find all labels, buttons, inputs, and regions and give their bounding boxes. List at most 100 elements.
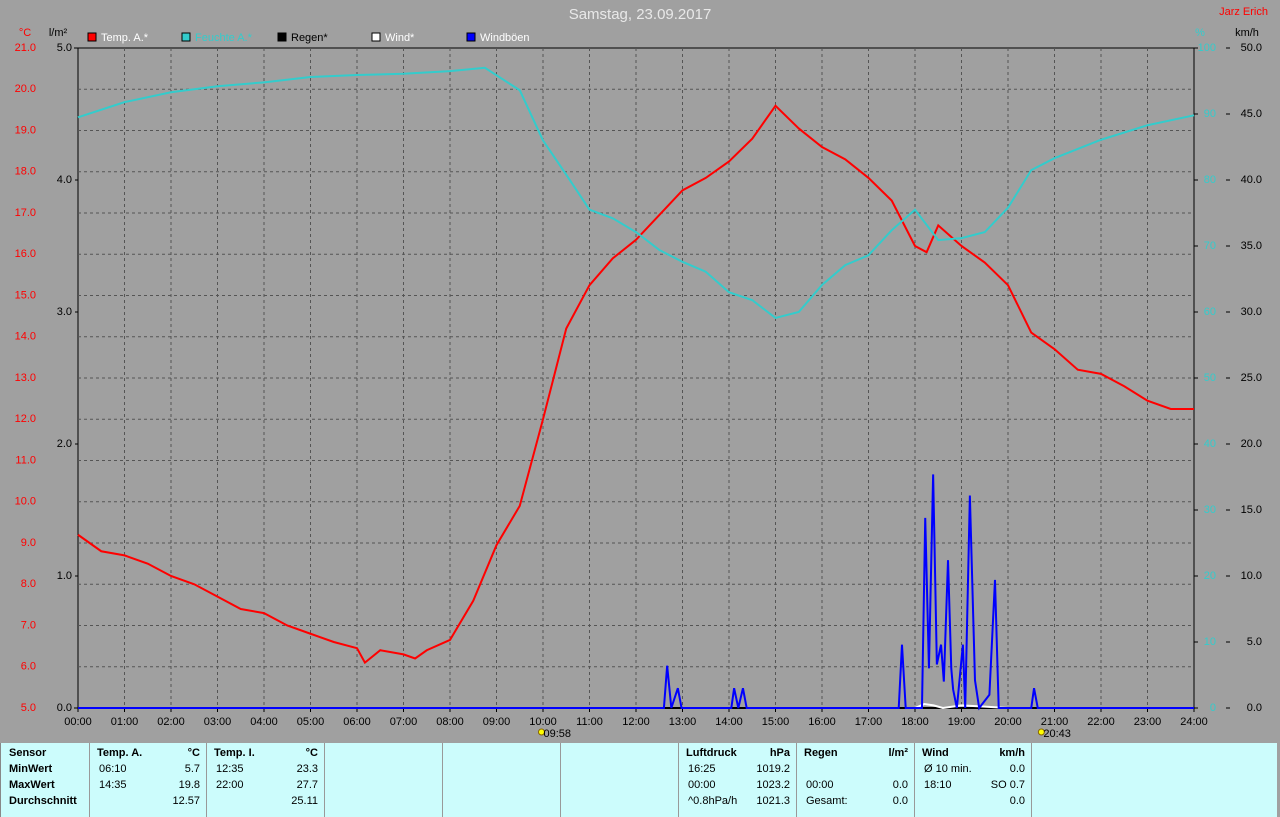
group-unit: hPa — [769, 747, 790, 759]
y3-tick-label: 40.0 — [1241, 174, 1262, 186]
x-tick-label: 13:00 — [669, 716, 697, 728]
column-divider — [914, 743, 915, 817]
legend-label: Windböen — [480, 32, 530, 44]
group-title: Temp. I. — [214, 747, 255, 759]
y2-tick-label: 50 — [1204, 372, 1216, 384]
series-line — [78, 474, 1194, 711]
y3-tick-label: 30.0 — [1241, 306, 1262, 318]
cell: 14:35 — [99, 779, 127, 791]
legend-label: Wind* — [385, 32, 415, 44]
x-tick-label: 12:00 — [622, 716, 650, 728]
y-tick-label: 16.0 — [15, 248, 36, 260]
cell: Gesamt: — [806, 795, 848, 807]
y-rain-tick-label: 5.0 — [57, 42, 72, 54]
x-tick-label: 20:00 — [994, 716, 1022, 728]
x-tick-label: 10:00 — [529, 716, 557, 728]
x-tick-label: 06:00 — [343, 716, 371, 728]
x-tick-label: 03:00 — [204, 716, 232, 728]
cell: 06:10 — [99, 763, 127, 775]
y-tick-label: 12.0 — [15, 413, 36, 425]
x-tick-label: 09:00 — [483, 716, 511, 728]
row-label: Durchschnitt — [9, 795, 77, 807]
y2-tick-label: 0 — [1210, 702, 1216, 714]
cell-value: 27.7 — [296, 779, 318, 791]
legend-swatch — [181, 32, 191, 42]
column-divider — [796, 743, 797, 817]
y2-tick-label: 20 — [1204, 570, 1216, 582]
group-unit: °C — [305, 747, 318, 759]
y2-tick-label: 90 — [1204, 108, 1216, 120]
legend-swatch — [371, 32, 381, 42]
group-title: Temp. A. — [97, 747, 143, 759]
y-tick-label: 9.0 — [21, 537, 36, 549]
legend-label: Feuchte A.* — [195, 32, 253, 44]
x-tick-label: 23:00 — [1134, 716, 1162, 728]
x-tick-label: 14:00 — [715, 716, 743, 728]
group-unit: l/m² — [888, 747, 908, 759]
y-tick-label: 21.0 — [15, 42, 36, 54]
x-tick-label: 16:00 — [808, 716, 836, 728]
legend-swatch — [87, 32, 97, 42]
column-divider — [1031, 743, 1032, 817]
group-title: Regen — [804, 747, 838, 759]
group-unit: °C — [187, 747, 200, 759]
y3-tick-label: 25.0 — [1241, 372, 1262, 384]
y-tick-label: 7.0 — [21, 619, 36, 631]
x-tick-label: 11:00 — [576, 716, 603, 728]
y-rain-tick-label: 1.0 — [57, 570, 72, 582]
x-tick-label: 07:00 — [390, 716, 418, 728]
x-tick-label: 04:00 — [250, 716, 278, 728]
y2-tick-label: 40 — [1204, 438, 1216, 450]
sun-label: 09:58 — [543, 728, 571, 740]
y-tick-label: 19.0 — [15, 124, 36, 136]
chart-title: Samstag, 23.09.2017 — [569, 6, 712, 23]
series-line — [77, 104, 1194, 665]
column-divider — [206, 743, 207, 817]
y-tick-label: 15.0 — [15, 289, 36, 301]
cell: 00:00 — [806, 779, 834, 791]
y3-tick-label: 5.0 — [1247, 636, 1262, 648]
y2-tick-label: 60 — [1204, 306, 1216, 318]
x-tick-label: 01:00 — [111, 716, 139, 728]
axis-unit: km/h — [1235, 27, 1259, 39]
x-tick-label: 22:00 — [1087, 716, 1115, 728]
y-rain-tick-label: 3.0 — [57, 306, 72, 318]
stats-table: Sensor MinWert MaxWert Durchschnitt Temp. A.… — [0, 743, 1277, 817]
series-line — [77, 66, 1195, 320]
x-tick-label: 17:00 — [855, 716, 883, 728]
y-tick-label: 11.0 — [15, 454, 36, 466]
x-tick-label: 24:00 — [1180, 716, 1208, 728]
column-divider — [89, 743, 90, 817]
x-tick-label: 00:00 — [64, 716, 92, 728]
x-tick-label: 18:00 — [901, 716, 929, 728]
y3-tick-label: 45.0 — [1241, 108, 1262, 120]
x-tick-label: 19:00 — [948, 716, 976, 728]
y3-tick-label: 0.0 — [1247, 702, 1262, 714]
y2-tick-label: 80 — [1204, 174, 1216, 186]
cell-value: 12.57 — [172, 795, 200, 807]
y2-tick-label: 100 — [1198, 42, 1216, 54]
cell-value: 1021.3 — [756, 795, 790, 807]
cell-value: 23.3 — [296, 763, 318, 775]
y-rain-tick-label: 2.0 — [57, 438, 72, 450]
row-label: MaxWert — [9, 779, 55, 791]
cell-value: 0.0 — [1009, 763, 1025, 775]
group-title: Wind — [922, 747, 949, 759]
y2-tick-label: 70 — [1204, 240, 1216, 252]
y-rain-tick-label: 4.0 — [57, 174, 72, 186]
axis-unit: °C — [19, 27, 31, 39]
cell: 12:35 — [216, 763, 244, 775]
author: Jarz Erich — [1219, 6, 1268, 18]
row-label: MinWert — [9, 763, 53, 775]
cell: ^0.8hPa/h — [688, 795, 738, 807]
cell-value: 0.0 — [892, 795, 908, 807]
cell: 22:00 — [216, 779, 244, 791]
cell-value: 1023.2 — [756, 779, 790, 791]
y-tick-label: 20.0 — [15, 83, 36, 95]
legend-label: Temp. A.* — [101, 32, 149, 44]
y-tick-label: 18.0 — [15, 166, 36, 178]
row-label: Sensor — [9, 747, 47, 759]
cell: 00:00 — [688, 779, 716, 791]
column-divider — [678, 743, 679, 817]
cell-value: 1019.2 — [756, 763, 790, 775]
